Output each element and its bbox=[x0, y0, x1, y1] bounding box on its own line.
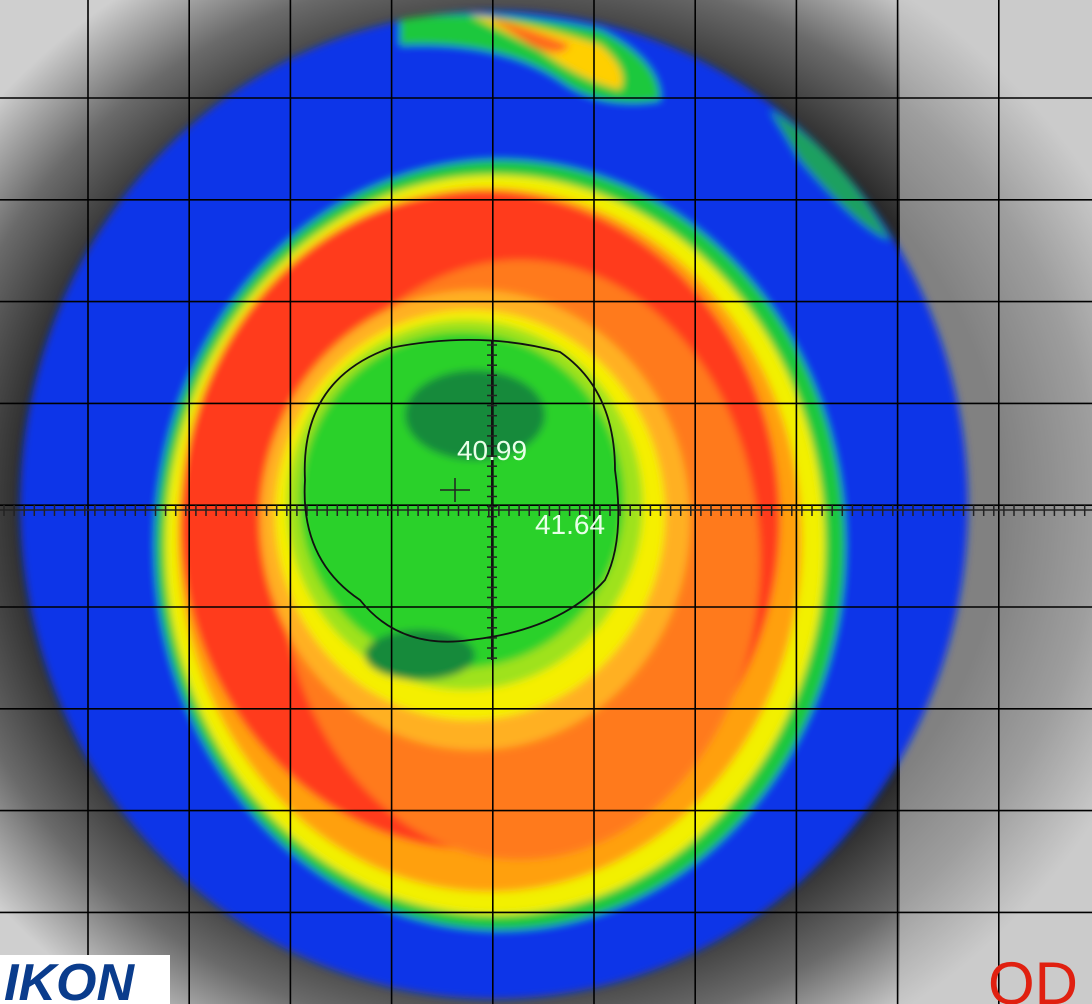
apex-reading: 40.99 bbox=[457, 435, 527, 466]
eye-label: OD bbox=[988, 950, 1078, 1004]
logo: IKON bbox=[4, 954, 135, 1004]
zone-dark-green-bottom bbox=[365, 630, 475, 680]
topography-view: 40.99 41.64 IKON OD bbox=[0, 0, 1092, 1004]
center-reading: 41.64 bbox=[535, 509, 605, 540]
page: 40.99 41.64 IKON OD (() => { const data … bbox=[0, 0, 1092, 1004]
